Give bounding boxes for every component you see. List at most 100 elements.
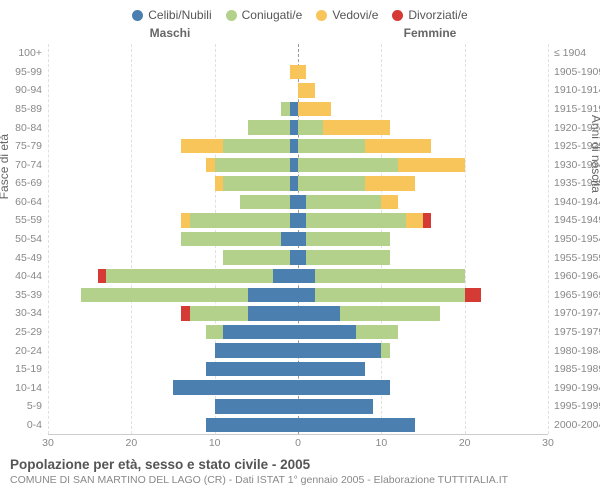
bar-female — [298, 118, 548, 137]
bar-male — [48, 44, 298, 63]
bar-segment — [356, 325, 398, 339]
age-row: 30-341970-1974 — [48, 304, 548, 323]
bar-segment — [298, 325, 356, 339]
x-tick: 20 — [125, 437, 137, 449]
chart-rows: 100+≤ 190495-991905-190990-941910-191485… — [48, 44, 548, 434]
legend-label: Divorziati/e — [408, 8, 467, 22]
bar-segment — [215, 399, 298, 413]
bar-segment — [306, 250, 389, 264]
bar-segment — [423, 213, 431, 227]
legend-label: Vedovi/e — [332, 8, 378, 22]
bar-segment — [298, 250, 306, 264]
legend-dot-icon — [392, 10, 403, 21]
bar-male — [48, 118, 298, 137]
birth-label: 1950-1954 — [554, 233, 600, 245]
birth-label: 1965-1969 — [554, 289, 600, 301]
bar-segment — [206, 325, 223, 339]
bar-male — [48, 397, 298, 416]
age-label: 60-64 — [15, 196, 42, 208]
bar-segment — [298, 362, 365, 376]
bar-segment — [298, 380, 390, 394]
birth-label: 1970-1974 — [554, 307, 600, 319]
bar-segment — [290, 195, 298, 209]
age-label: 45-49 — [15, 252, 42, 264]
age-row: 40-441960-1964 — [48, 267, 548, 286]
bar-segment — [298, 399, 373, 413]
legend-dot-icon — [316, 10, 327, 21]
age-label: 65-69 — [15, 177, 42, 189]
legend-item: Divorziati/e — [392, 8, 467, 22]
bar-segment — [98, 269, 106, 283]
bar-segment — [290, 139, 298, 153]
bar-male — [48, 360, 298, 379]
legend-dot-icon — [226, 10, 237, 21]
title-block: Popolazione per età, sesso e stato civil… — [0, 451, 600, 486]
bar-male — [48, 304, 298, 323]
bar-segment — [298, 343, 381, 357]
birth-label: 1915-1919 — [554, 103, 600, 115]
birth-label: 1980-1984 — [554, 345, 600, 357]
bar-segment — [215, 158, 290, 172]
bar-segment — [223, 176, 290, 190]
birth-label: 1995-1999 — [554, 400, 600, 412]
age-label: 10-14 — [15, 382, 42, 394]
birth-label: 1990-1994 — [554, 382, 600, 394]
bar-segment — [381, 195, 398, 209]
age-label: 75-79 — [15, 140, 42, 152]
bar-segment — [298, 120, 323, 134]
bar-segment — [181, 232, 281, 246]
chart-subtitle: COMUNE DI SAN MARTINO DEL LAGO (CR) - Da… — [10, 474, 590, 486]
age-row: 35-391965-1969 — [48, 286, 548, 305]
bar-segment — [248, 306, 298, 320]
bar-segment — [298, 306, 340, 320]
age-row: 55-591945-1949 — [48, 211, 548, 230]
bar-segment — [315, 288, 465, 302]
bar-segment — [290, 158, 298, 172]
plot-area: 100+≤ 190495-991905-190990-941910-191485… — [48, 44, 548, 435]
bar-male — [48, 286, 298, 305]
age-row: 80-841920-1924 — [48, 118, 548, 137]
x-tick: 10 — [375, 437, 387, 449]
bar-male — [48, 378, 298, 397]
bar-female — [298, 174, 548, 193]
age-row: 15-191985-1989 — [48, 360, 548, 379]
bar-segment — [298, 83, 315, 97]
bar-segment — [206, 362, 298, 376]
age-label: 30-34 — [15, 307, 42, 319]
gender-headers: Maschi Femmine — [0, 26, 600, 40]
age-label: 90-94 — [15, 84, 42, 96]
bar-segment — [315, 269, 465, 283]
age-label: 35-39 — [15, 289, 42, 301]
bar-segment — [181, 306, 189, 320]
bar-segment — [223, 250, 290, 264]
bar-female — [298, 304, 548, 323]
age-row: 65-691935-1939 — [48, 174, 548, 193]
legend-item: Celibi/Nubili — [132, 8, 211, 22]
bar-female — [298, 323, 548, 342]
bar-female — [298, 230, 548, 249]
bar-segment — [298, 158, 398, 172]
bar-segment — [290, 176, 298, 190]
age-label: 20-24 — [15, 345, 42, 357]
age-row: 5-91995-1999 — [48, 397, 548, 416]
age-label: 5-9 — [27, 400, 42, 412]
age-label: 70-74 — [15, 159, 42, 171]
bar-female — [298, 360, 548, 379]
bar-male — [48, 248, 298, 267]
bar-male — [48, 193, 298, 212]
bar-female — [298, 267, 548, 286]
age-row: 45-491955-1959 — [48, 248, 548, 267]
age-row: 25-291975-1979 — [48, 323, 548, 342]
x-tick: 30 — [542, 437, 554, 449]
bar-segment — [298, 269, 315, 283]
age-row: 10-141990-1994 — [48, 378, 548, 397]
bar-male — [48, 341, 298, 360]
birth-label: 1975-1979 — [554, 326, 600, 338]
bar-segment — [81, 288, 248, 302]
bar-male — [48, 100, 298, 119]
age-row: 60-641940-1944 — [48, 193, 548, 212]
age-row: 95-991905-1909 — [48, 63, 548, 82]
birth-label: 1935-1939 — [554, 177, 600, 189]
x-tick: 0 — [295, 437, 301, 449]
birth-label: 2000-2004 — [554, 419, 600, 431]
